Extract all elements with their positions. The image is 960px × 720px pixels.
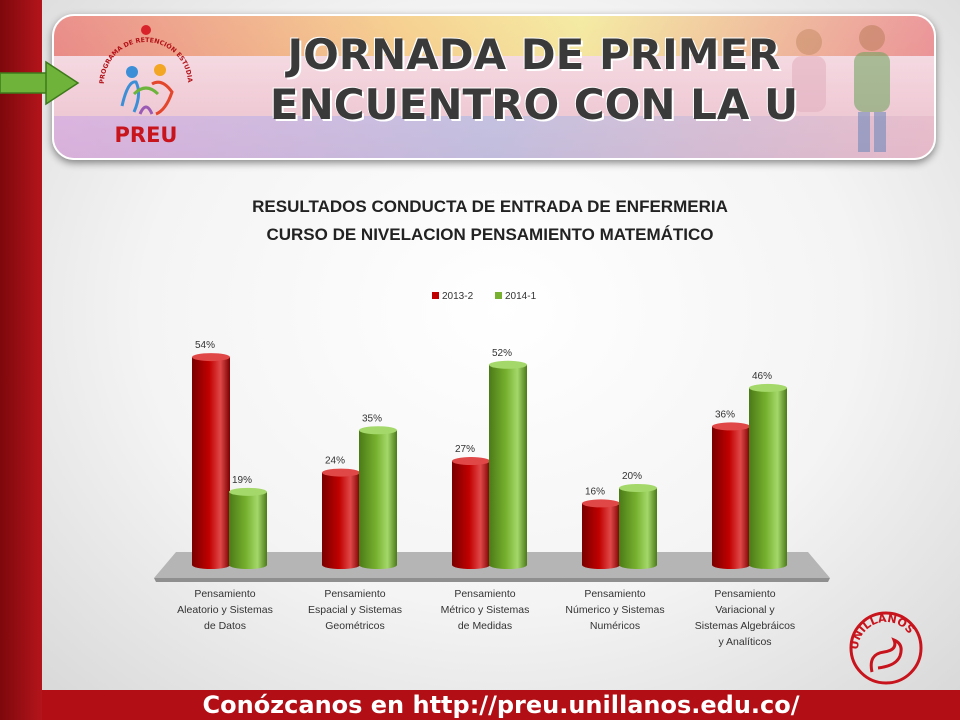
category-label-1-1: Espacial y Sistemas [308, 604, 402, 616]
category-label-1-0: Pensamiento [324, 588, 385, 600]
category-label-3-0: Pensamiento [584, 588, 645, 600]
bar-top-2014-1-0 [229, 487, 267, 496]
chart-title-line2: CURSO DE NIVELACION PENSAMIENTO MATEMÁTI… [266, 225, 714, 244]
left-red-bar [0, 0, 42, 720]
bar-2013-2-0 [192, 357, 230, 565]
category-label-0-1: Aleatorio y Sistemas [177, 604, 273, 616]
students-photo-illustration [792, 25, 890, 152]
bar-chart: 2013-2 2014-1 54% 24% 27% 16% 36% 19% 35% 52% 20% 4… [154, 291, 830, 648]
chart-floor-edge [154, 578, 830, 582]
footer-bar: Conózcanos en http://preu.unillanos.edu.… [42, 690, 960, 720]
bar-2014-1-0 [229, 491, 267, 565]
bar-base-2013-2-0 [192, 561, 230, 569]
chart-title-line1: RESULTADOS CONDUCTA DE ENTRADA DE ENFERM… [252, 197, 728, 216]
data-label-2013-2-2: 27% [455, 444, 475, 455]
unillanos-logo-name: UNILLANOS [848, 612, 917, 651]
category-label-3-2: Numéricos [590, 620, 640, 632]
banner-title-line2: ENCUENTRO CON LA U [269, 80, 799, 129]
bar-top-2013-2-0 [192, 353, 230, 362]
category-label-2-0: Pensamiento [454, 588, 515, 600]
bar-2014-1-2 [489, 364, 527, 565]
legend-label-2014-1: 2014-1 [505, 291, 537, 302]
bar-2014-1-3 [619, 488, 657, 565]
green-arrow-icon [0, 60, 80, 106]
bar-base-2013-2-4 [712, 561, 750, 569]
category-label-0-2: de Datos [204, 620, 246, 632]
legend-swatch-2013-2 [432, 292, 439, 299]
svg-text:UNILLANOS: UNILLANOS [848, 612, 917, 651]
bar-top-2013-2-3 [582, 499, 620, 508]
bar-base-2013-2-1 [322, 561, 360, 569]
banner-stripe-bottom [54, 116, 934, 158]
data-label-2013-2-1: 24% [325, 456, 345, 467]
data-label-2013-2-4: 36% [715, 409, 735, 420]
category-label-2-1: Métrico y Sistemas [441, 604, 530, 616]
data-label-2014-1-3: 20% [622, 471, 642, 482]
bar-2014-1-4 [749, 387, 787, 565]
bar-base-2014-1-4 [749, 561, 787, 569]
data-label-2013-2-0: 54% [195, 340, 215, 351]
category-label-4-1: Variacional y [715, 604, 775, 616]
bar-top-2014-1-1 [359, 426, 397, 435]
bar-top-2013-2-4 [712, 422, 750, 431]
bar-base-2014-1-2 [489, 561, 527, 569]
legend-swatch-2014-1 [495, 292, 502, 299]
category-label-2-2: de Medidas [458, 620, 512, 632]
category-label-1-2: Geométricos [325, 620, 385, 632]
bar-base-2013-2-3 [582, 561, 620, 569]
bar-top-2013-2-1 [322, 468, 360, 477]
preu-logo: PROGRAMA DE RETENCIÓN ESTUDIANTIL UNILLA… [90, 22, 194, 147]
legend-label-2013-2: 2013-2 [442, 291, 474, 302]
bar-base-2014-1-1 [359, 561, 397, 569]
bar-2014-1-1 [359, 430, 397, 565]
data-label-2013-2-3: 16% [585, 486, 605, 497]
bar-top-2014-1-3 [619, 484, 657, 492]
category-label-4-3: y Analíticos [718, 636, 771, 648]
category-label-0-0: Pensamiento [194, 588, 255, 600]
category-label-4-0: Pensamiento [714, 588, 775, 600]
unillanos-logo: UNILLANOS [848, 611, 923, 685]
data-label-2014-1-4: 46% [752, 371, 772, 382]
bar-base-2014-1-3 [619, 561, 657, 569]
banner-title: JORNADA DE PRIMER ENCUENTRO CON LA U [254, 30, 814, 130]
header-banner: JORNADA DE PRIMER ENCUENTRO CON LA U [52, 14, 936, 160]
bar-2013-2-4 [712, 426, 750, 565]
bar-2013-2-2 [452, 461, 490, 565]
banner-stripe-top [54, 16, 934, 56]
bar-base-2014-1-0 [229, 561, 267, 569]
bar-base-2013-2-2 [452, 561, 490, 569]
data-label-2014-1-1: 35% [362, 413, 382, 424]
data-label-2014-1-2: 52% [492, 348, 512, 359]
bar-top-2014-1-2 [489, 360, 527, 369]
banner-title-line1: JORNADA DE PRIMER [287, 30, 781, 79]
category-label-3-1: Númerico y Sistemas [565, 604, 664, 616]
category-label-4-2: Sistemas Algebráicos [695, 620, 795, 632]
logo-name: PREU [115, 123, 178, 147]
bar-2013-2-3 [582, 503, 620, 565]
bar-top-2014-1-4 [749, 383, 787, 392]
footer-url-text: Conózcanos en http://preu.unillanos.edu.… [202, 691, 800, 719]
bar-top-2013-2-2 [452, 457, 490, 466]
bar-2013-2-1 [322, 472, 360, 565]
data-label-2014-1-0: 19% [232, 475, 252, 486]
